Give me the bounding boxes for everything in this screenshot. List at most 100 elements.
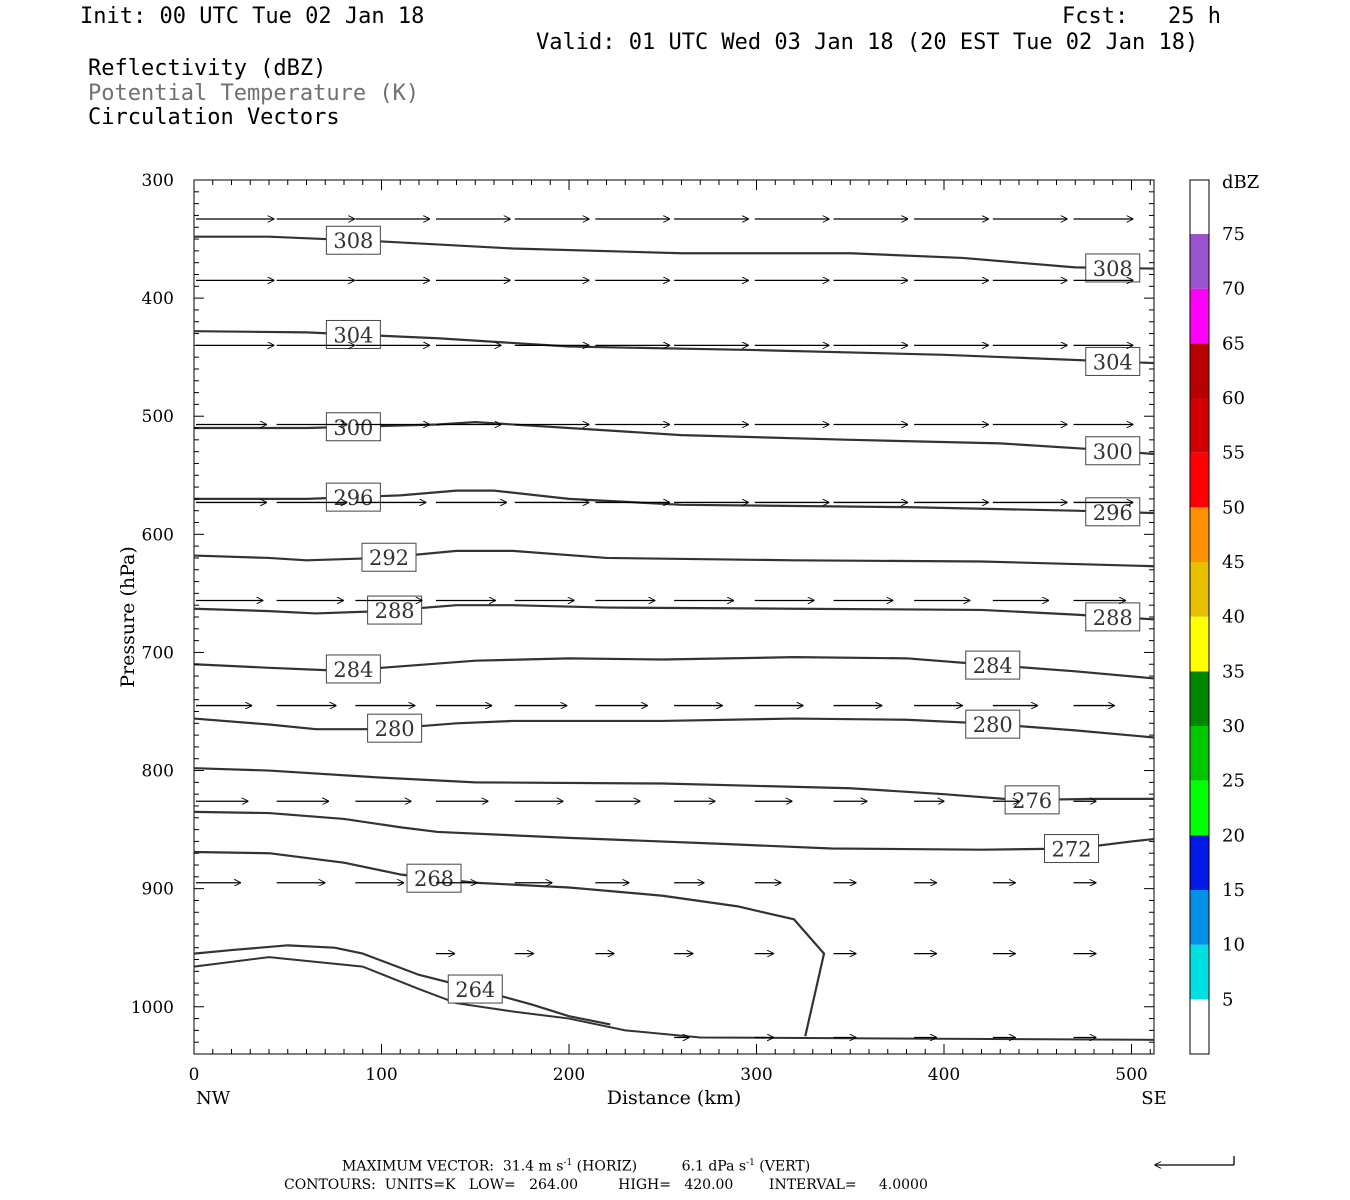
valid-time: Valid: 01 UTC Wed 03 Jan 18 (20 EST Tue … bbox=[536, 30, 1199, 55]
isentrope-264 bbox=[193, 944, 611, 1026]
y-axis-label: Pressure (hPa) bbox=[117, 546, 139, 688]
contour-label-304: 304 bbox=[333, 323, 373, 347]
isentrope-268 bbox=[193, 850, 826, 1037]
x-end-label-se: SE bbox=[1141, 1088, 1166, 1109]
contour-label-308: 308 bbox=[1093, 257, 1133, 281]
contour-label-292: 292 bbox=[369, 546, 409, 570]
colorbar-segment bbox=[1190, 999, 1209, 1054]
contour-label-268: 268 bbox=[414, 867, 454, 891]
x-tick-label: 100 bbox=[365, 1065, 397, 1085]
forecast-hour: Fcst: 25 h bbox=[1062, 4, 1221, 29]
contour-label-280: 280 bbox=[973, 713, 1013, 737]
contour-label-box bbox=[406, 863, 462, 893]
colorbar-segment bbox=[1190, 726, 1209, 781]
colorbar-segment bbox=[1190, 835, 1209, 890]
colorbar-level-35: 35 bbox=[1222, 661, 1245, 682]
y-tick-label: 500 bbox=[142, 407, 174, 427]
colorbar-segment bbox=[1190, 616, 1209, 672]
colorbar-level-20: 20 bbox=[1222, 825, 1245, 846]
contour-label-box bbox=[1085, 602, 1141, 632]
contour-label-296: 296 bbox=[1093, 501, 1133, 525]
isentrope-304 bbox=[193, 330, 1155, 365]
colorbar-level-5: 5 bbox=[1222, 989, 1233, 1010]
x-tick-label: 400 bbox=[928, 1065, 960, 1085]
x-axis-label: Distance (km) bbox=[607, 1087, 742, 1109]
contour-label-box bbox=[447, 974, 503, 1004]
isentrope-308 bbox=[194, 235, 1155, 270]
colorbar-level-25: 25 bbox=[1222, 771, 1245, 792]
colorbar-level-15: 15 bbox=[1222, 880, 1245, 901]
colorbar-level-75: 75 bbox=[1222, 224, 1245, 245]
colorbar-segment bbox=[1190, 562, 1209, 617]
x-tick-label: 0 bbox=[189, 1065, 200, 1085]
colorbar-segment bbox=[1190, 671, 1209, 726]
y-tick-label: 800 bbox=[142, 762, 174, 782]
contour-label-296: 296 bbox=[333, 486, 373, 510]
colorbar-segment bbox=[1190, 780, 1209, 836]
colorbar-level-65: 65 bbox=[1222, 333, 1245, 354]
colorbar-level-45: 45 bbox=[1222, 552, 1245, 573]
contour-label-288: 288 bbox=[375, 599, 415, 623]
contour-label-300: 300 bbox=[1093, 440, 1133, 464]
contour-label-box bbox=[1044, 834, 1099, 864]
colorbar-segment bbox=[1190, 234, 1209, 289]
footer-max-vector: MAXIMUM VECTOR: 31.4 m s-1 (HORIZ) 6.1 d… bbox=[342, 1158, 811, 1175]
colorbar-segment bbox=[1190, 944, 1209, 1000]
colorbar-level-60: 60 bbox=[1222, 388, 1245, 409]
init-time: Init: 00 UTC Tue 02 Jan 18 bbox=[80, 4, 425, 29]
colorbar-unit: dBZ bbox=[1222, 172, 1259, 193]
contour-label-box bbox=[325, 654, 381, 684]
contour-label-304: 304 bbox=[1093, 350, 1133, 374]
y-tick-label: 900 bbox=[142, 880, 174, 900]
x-tick-label: 300 bbox=[740, 1065, 772, 1085]
contour-label-272: 272 bbox=[1051, 838, 1091, 862]
x-end-label-nw: NW bbox=[196, 1088, 231, 1109]
colorbar-level-40: 40 bbox=[1222, 607, 1245, 628]
footer-contours: CONTOURS: UNITS=K LOW= 264.00 HIGH= 420.… bbox=[284, 1177, 928, 1193]
contour-label-300: 300 bbox=[333, 416, 373, 440]
field-potential-temperature: Potential Temperature (K) bbox=[88, 81, 420, 106]
isentrope-272 bbox=[193, 810, 1155, 851]
colorbar-level-30: 30 bbox=[1222, 716, 1245, 737]
contour-label-264: 264 bbox=[455, 978, 495, 1002]
x-tick-label: 500 bbox=[1115, 1065, 1147, 1085]
colorbar-level-55: 55 bbox=[1222, 443, 1245, 464]
isentrope-288 bbox=[193, 604, 1155, 621]
y-tick-label: 600 bbox=[142, 525, 174, 545]
field-circulation-vectors: Circulation Vectors bbox=[88, 105, 340, 130]
colorbar-level-10: 10 bbox=[1222, 935, 1245, 956]
contour-label-280: 280 bbox=[375, 717, 415, 741]
contour-label-box bbox=[325, 412, 381, 442]
contour-label-box bbox=[1085, 346, 1141, 376]
colorbar-frame bbox=[1189, 179, 1210, 1055]
y-tick-label: 300 bbox=[142, 171, 174, 191]
contour-label-308: 308 bbox=[333, 229, 373, 253]
colorbar-segment bbox=[1190, 288, 1209, 344]
colorbar-segment bbox=[1190, 890, 1209, 945]
contour-label-box bbox=[325, 225, 381, 255]
contour-label-box bbox=[361, 542, 417, 572]
contour-label-284: 284 bbox=[973, 654, 1013, 678]
terrain-line bbox=[193, 956, 1155, 1041]
colorbar-segment bbox=[1190, 343, 1209, 398]
y-tick-label: 1000 bbox=[131, 998, 174, 1018]
x-tick-label: 200 bbox=[553, 1065, 585, 1085]
contour-label-284: 284 bbox=[333, 658, 373, 682]
colorbar-segment bbox=[1190, 452, 1209, 508]
contour-label-box bbox=[965, 650, 1021, 680]
field-reflectivity: Reflectivity (dBZ) bbox=[88, 56, 327, 81]
contour-label-box bbox=[325, 482, 381, 512]
contour-label-box bbox=[965, 709, 1021, 739]
isentrope-292 bbox=[193, 549, 1155, 568]
y-tick-label: 400 bbox=[142, 289, 174, 309]
y-tick-label: 700 bbox=[142, 643, 174, 663]
colorbar-segment bbox=[1190, 507, 1209, 562]
contour-label-box bbox=[367, 713, 423, 743]
plot-area bbox=[193, 179, 1155, 1055]
colorbar-level-70: 70 bbox=[1222, 279, 1245, 300]
colorbar-top-segment bbox=[1190, 180, 1209, 234]
colorbar-segment bbox=[1190, 398, 1209, 453]
contour-label-box bbox=[1085, 436, 1141, 466]
colorbar-level-50: 50 bbox=[1222, 497, 1245, 518]
